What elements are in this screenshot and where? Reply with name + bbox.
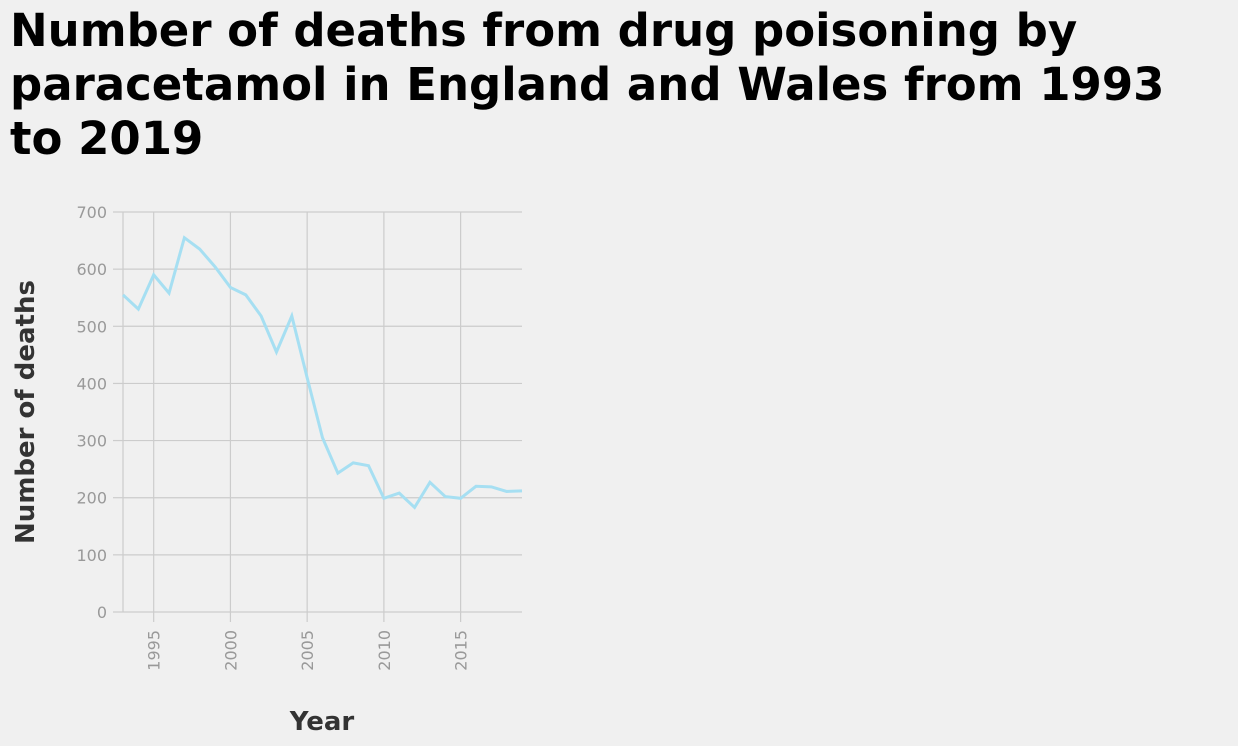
y-tick-label: 700 xyxy=(76,203,107,222)
x-axis-label: Year xyxy=(289,707,355,737)
series-line xyxy=(121,235,523,510)
y-tick-label: 400 xyxy=(76,374,107,393)
y-tick-label: 500 xyxy=(76,317,107,336)
x-tick-label: 2000 xyxy=(221,630,240,671)
x-tick-label: 2010 xyxy=(375,630,394,671)
x-tick-label: 1995 xyxy=(145,630,164,671)
y-tick-label: 200 xyxy=(76,489,107,508)
y-axis-label: Number of deaths xyxy=(11,280,41,544)
x-tick-label: 2015 xyxy=(452,630,471,671)
y-tick-label: 0 xyxy=(97,603,107,622)
y-tick-label: 100 xyxy=(76,546,107,565)
y-tick-label: 300 xyxy=(76,432,107,451)
y-tick-label: 600 xyxy=(76,260,107,279)
chart-title: Number of deaths from drug poisoning by … xyxy=(10,4,1165,165)
series-layer xyxy=(121,235,523,510)
axes xyxy=(113,211,522,622)
grid-lines xyxy=(123,211,522,612)
x-tick-label: 2005 xyxy=(298,630,317,671)
tick-labels: 0 100 200 300 400 500 600 700 1995 2000 2005 2010 20… xyxy=(76,203,470,671)
